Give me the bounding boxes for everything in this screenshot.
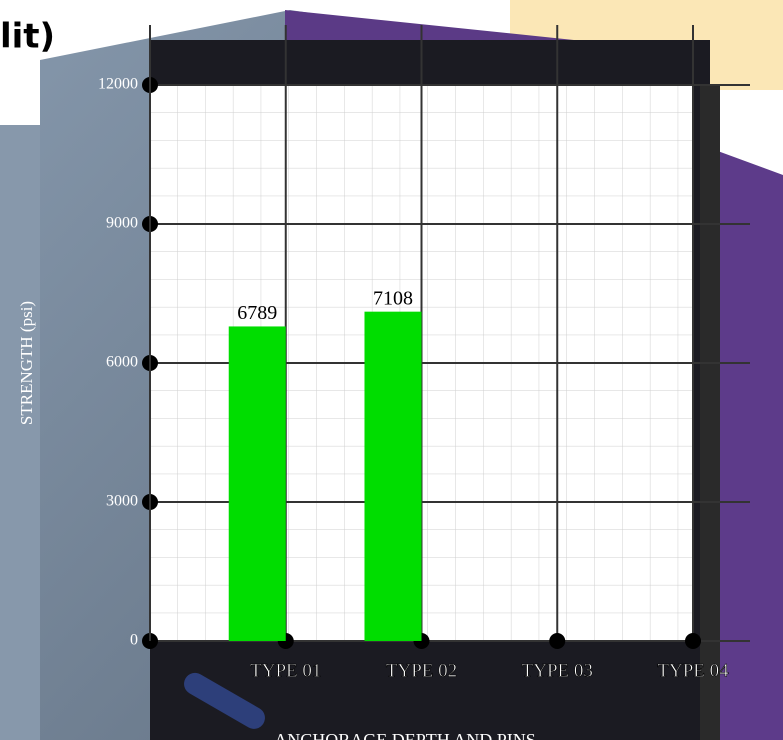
y-tick-label: 9000 (106, 215, 138, 232)
chart-title: lit) (0, 17, 55, 57)
x-tick-dot (549, 633, 566, 649)
y-tick-label: 6000 (106, 354, 138, 371)
y-tick-label: 12000 (98, 76, 138, 93)
x-tick-label: TYPE 04 (657, 660, 729, 681)
y-tick-label: 3000 (106, 493, 138, 510)
bar (364, 311, 422, 641)
x-axis-label: ANCHORAGE DEPTH AND PINS (274, 730, 536, 740)
x-tick-label: TYPE 02 (386, 660, 457, 681)
x-tick-label: TYPE 01 (250, 660, 321, 681)
y-tick-label: 0 (130, 632, 138, 649)
data-label: 7108 (373, 287, 413, 309)
x-tick-label: TYPE 03 (522, 660, 593, 681)
bar (228, 326, 286, 641)
y-axis-label: STRENGTH (psi) (17, 301, 36, 425)
data-label: 6789 (237, 302, 277, 324)
x-tick-dot (685, 633, 701, 649)
